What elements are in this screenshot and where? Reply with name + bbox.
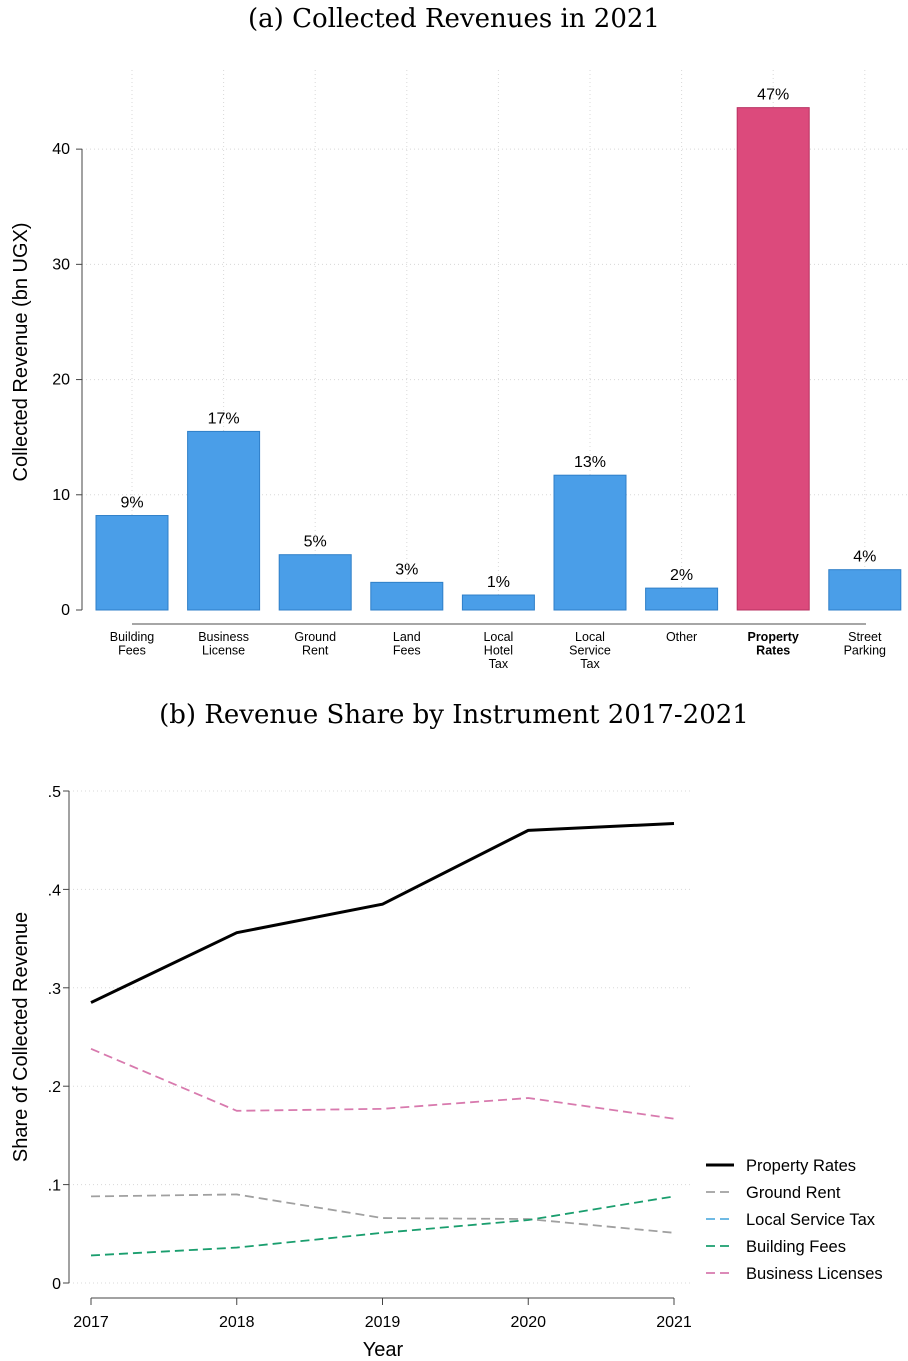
x-tick-label: 2019 (365, 1314, 401, 1331)
x-tick-label: 2020 (510, 1314, 546, 1331)
x-category-label: Hotel (484, 644, 513, 658)
y-tick-label: 40 (52, 141, 70, 158)
legend-label: Property Rates (746, 1157, 856, 1175)
x-category-label: Tax (580, 657, 600, 671)
legend-label: Building Fees (746, 1238, 846, 1256)
y-tick-label: 0 (61, 602, 70, 619)
bar (370, 581, 444, 611)
bar-value-label: 47% (757, 87, 789, 104)
bar-value-label: 5% (304, 534, 327, 551)
legend-label: Ground Rent (746, 1184, 841, 1202)
x-category-label: Ground (294, 630, 336, 644)
x-tick-label: 2018 (219, 1314, 255, 1331)
y-axis-title: Share of Collected Revenue (10, 912, 32, 1162)
series-line (90, 1193, 675, 1234)
x-category-label: Rates (756, 644, 790, 658)
y-tick-label: 0 (52, 1276, 61, 1293)
y-tick-label: .3 (48, 981, 61, 998)
bar-value-label: 2% (670, 567, 693, 584)
bar-value-label: 4% (853, 549, 876, 566)
bar-chart: 0102030409%BuildingFees17%BusinessLicens… (10, 70, 908, 671)
x-category-label: Local (575, 630, 605, 644)
y-tick-label: .2 (48, 1079, 61, 1096)
bar (278, 554, 352, 611)
x-category-label: Other (666, 630, 697, 644)
x-category-label: Land (393, 630, 421, 644)
bar-value-label: 9% (120, 495, 143, 512)
x-tick-label: 2017 (73, 1314, 109, 1331)
x-category-label: Rent (302, 644, 329, 658)
bar (95, 515, 169, 611)
series-line (90, 821, 675, 1004)
bar (461, 594, 535, 611)
legend-label: Local Service Tax (746, 1211, 876, 1229)
x-category-label: Business (198, 630, 249, 644)
line-chart-title: (b) Revenue Share by Instrument 2017-202… (159, 700, 749, 730)
bar (828, 569, 902, 611)
x-category-label: Street (848, 630, 882, 644)
y-tick-label: 10 (52, 487, 70, 504)
y-tick-label: .5 (48, 784, 61, 801)
x-category-label: Local (483, 630, 513, 644)
series-line (90, 1047, 675, 1120)
bar-value-label: 17% (208, 410, 240, 427)
x-category-label: Service (569, 644, 611, 658)
x-category-label: Fees (118, 644, 146, 658)
bar (736, 107, 810, 611)
legend-label: Business Licenses (746, 1265, 883, 1283)
y-axis-title: Collected Revenue (bn UGX) (10, 222, 32, 481)
y-tick-label: 30 (52, 256, 70, 273)
bar-value-label: 1% (487, 574, 510, 591)
x-category-label: Property (747, 630, 798, 644)
bar (553, 474, 627, 611)
y-tick-label: .1 (48, 1178, 61, 1195)
line-chart: 0 .1 .2 .3 .4 .5 2017 2018 2019 2020 2021 Property … (10, 784, 883, 1361)
bar-chart-title: (a) Collected Revenues in 2021 (248, 4, 660, 34)
x-tick-label: 2021 (656, 1314, 692, 1331)
bar-value-label: 3% (395, 561, 418, 578)
x-category-label: Building (110, 630, 155, 644)
series-line (90, 1195, 675, 1257)
x-category-label: Tax (489, 657, 509, 671)
x-category-label: Parking (844, 644, 886, 658)
y-tick-label: 20 (52, 372, 70, 389)
bar (645, 587, 719, 611)
y-tick-label: .4 (48, 882, 61, 899)
x-axis-title: Year (363, 1339, 404, 1361)
bar-value-label: 13% (574, 454, 606, 471)
bar (187, 430, 261, 611)
x-category-label: Fees (393, 644, 421, 658)
x-category-label: License (202, 644, 245, 658)
